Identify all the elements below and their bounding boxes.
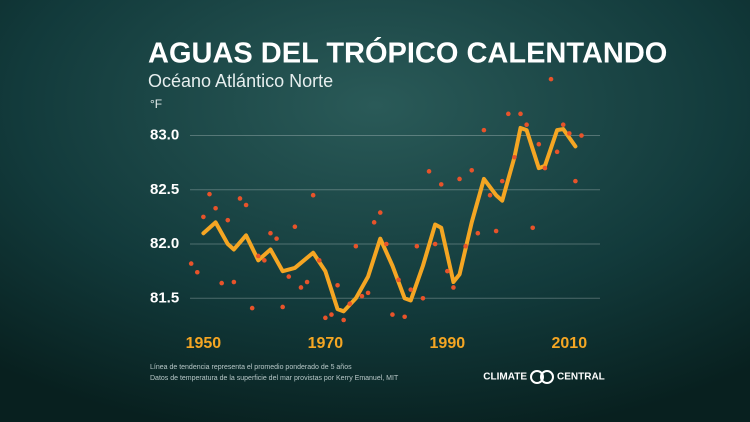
data-point [426, 169, 432, 174]
data-point [408, 287, 414, 292]
data-point [255, 253, 261, 259]
data-point [249, 305, 255, 311]
x-tick-label: 1950 [186, 335, 222, 352]
data-point [329, 312, 334, 317]
data-point [518, 111, 523, 117]
data-point [432, 241, 438, 247]
data-point [536, 141, 542, 147]
data-point [377, 210, 383, 215]
data-point [579, 133, 584, 138]
data-point [463, 243, 468, 249]
y-tick-label: 81.5 [150, 289, 179, 306]
data-point [280, 304, 285, 310]
data-point [292, 224, 298, 229]
data-point [304, 279, 310, 285]
data-point [475, 230, 481, 236]
data-point [353, 243, 359, 249]
data-point [341, 317, 346, 323]
footnote: Datos de temperatura de la superficie de… [150, 375, 399, 382]
chart-subtitle: Océano Atlántico Norte [148, 71, 333, 91]
x-tick-label: 1970 [308, 335, 344, 352]
data-point [316, 258, 322, 263]
data-point [542, 165, 548, 171]
data-point [457, 176, 462, 182]
data-point [359, 293, 365, 299]
data-point [213, 205, 218, 211]
data-point [560, 122, 566, 127]
data-point [384, 241, 389, 247]
logo-icon [530, 370, 544, 384]
data-point [274, 236, 279, 241]
data-point [524, 122, 529, 127]
chart-title: AGUAS DEL TRÓPICO CALENTANDO [148, 36, 667, 70]
data-point [194, 269, 200, 275]
data-point [506, 111, 511, 117]
data-point [268, 230, 273, 236]
data-point [414, 243, 420, 249]
y-tick-label: 82.5 [150, 181, 179, 198]
logo-text: CENTRAL [557, 372, 605, 383]
data-point [237, 196, 243, 201]
data-point [390, 312, 395, 317]
data-point [512, 154, 517, 160]
data-point [396, 277, 401, 283]
footnote: Línea de tendencia representa el promedi… [150, 364, 352, 371]
data-point [219, 280, 224, 286]
y-tick-label: 83.0 [150, 127, 179, 144]
data-point [548, 76, 554, 82]
data-point [243, 202, 249, 208]
data-point [499, 178, 505, 184]
y-unit: °F [150, 97, 162, 111]
data-point [487, 192, 493, 198]
x-tick-label: 1990 [430, 335, 466, 352]
data-point [188, 261, 194, 266]
data-point [445, 268, 450, 274]
logo-icon [540, 370, 554, 384]
data-point [481, 127, 487, 133]
y-tick-label: 82.0 [150, 235, 179, 252]
logo-text: CLIMATE [483, 372, 527, 383]
data-point [420, 296, 426, 301]
data-point [371, 220, 377, 225]
data-point [201, 214, 206, 220]
data-point [225, 217, 231, 223]
data-point [530, 225, 536, 231]
data-point [286, 274, 292, 279]
x-tick-label: 2010 [552, 335, 588, 352]
data-point [573, 178, 578, 184]
data-point [567, 131, 572, 136]
data-point [402, 314, 407, 320]
data-point [493, 228, 499, 234]
data-point [231, 279, 237, 285]
data-point [323, 315, 328, 321]
data-point [310, 192, 316, 198]
data-point [451, 285, 456, 290]
data-point [554, 149, 560, 155]
data-point [438, 182, 444, 187]
data-point [262, 258, 267, 263]
data-point [335, 282, 340, 288]
data-point [347, 301, 353, 307]
data-point [365, 290, 371, 296]
data-point [207, 191, 212, 197]
data-point [298, 285, 304, 290]
data-point [469, 167, 475, 173]
trend-line [201, 125, 578, 314]
